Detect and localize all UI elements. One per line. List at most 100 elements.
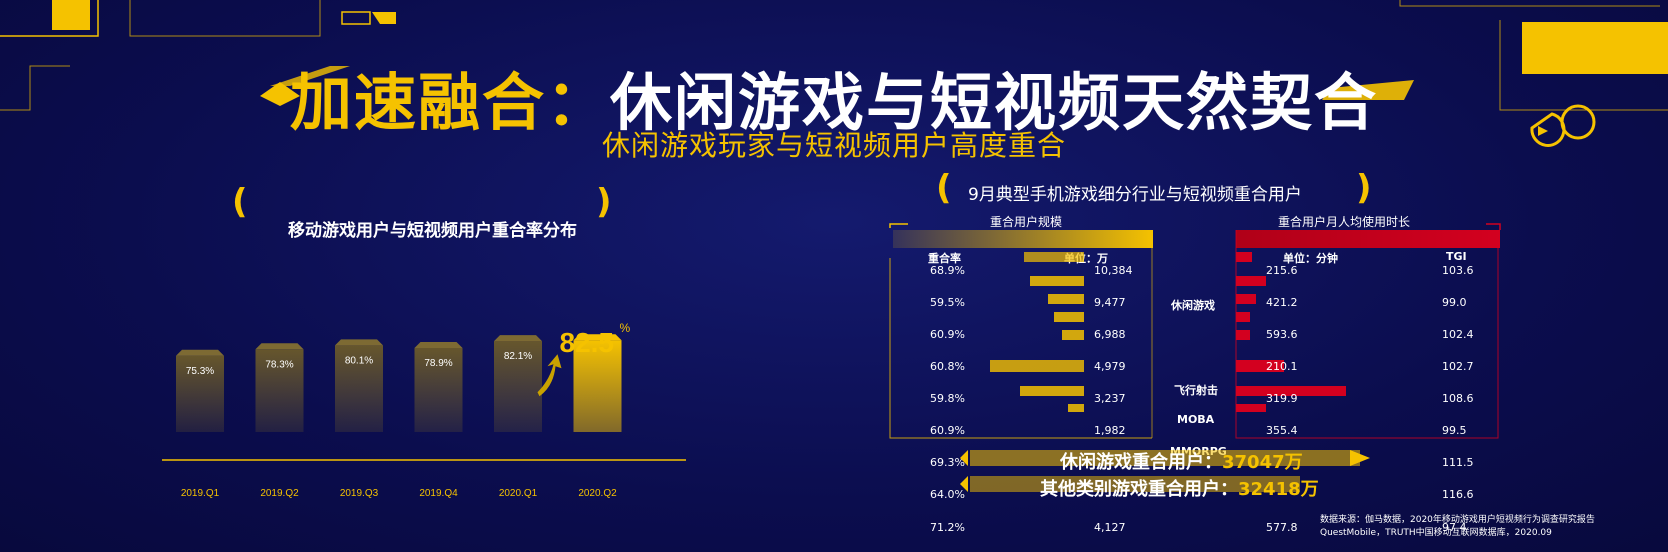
source-line2: QuestMobile，TRUTH中国移动互联网数据库，2020.09 <box>1320 528 1552 538</box>
scale-bar <box>1048 294 1084 304</box>
bar <box>573 340 622 432</box>
cell-minutes: 210.1 <box>1266 360 1298 373</box>
cell-tgi: 99.0 <box>1442 296 1467 309</box>
badge-casual: 休闲游戏重合用户：37047万 <box>1060 448 1303 474</box>
duration-bar <box>1236 252 1252 262</box>
cell-rate: 71.2% <box>930 521 965 534</box>
bar-label-unit: % <box>620 321 631 335</box>
x-tick-label: 2019.Q3 <box>340 488 379 499</box>
bar-value-label: 82.1% <box>504 351 532 362</box>
scale-bar <box>1024 252 1084 262</box>
scale-bar <box>1068 404 1084 412</box>
header-duration-bar <box>1236 230 1500 248</box>
cell-tgi: 102.7 <box>1442 360 1474 373</box>
cell-rate: 59.8% <box>930 392 965 405</box>
badge-bars <box>960 450 1370 492</box>
category-shooter: 飞行射击 <box>1174 384 1218 397</box>
scale-bar <box>990 360 1084 372</box>
table-bars <box>990 252 1346 412</box>
cell-users: 4,979 <box>1094 360 1126 373</box>
header-duration: 重合用户月人均使用时长 <box>1278 215 1411 229</box>
x-tick-label: 2019.Q1 <box>181 488 220 499</box>
bar <box>414 347 463 432</box>
page-title: 加速融合：休闲游戏与短视频天然契合 <box>0 52 1668 142</box>
bar-top <box>255 343 304 350</box>
right-chart-title: 9月典型手机游戏细分行业与短视频重合用户 <box>968 185 1302 205</box>
header-scale-bar <box>893 230 1153 248</box>
page-title-part1: 加速融合： <box>289 66 610 139</box>
duration-bar <box>1236 360 1284 372</box>
bar <box>335 345 383 432</box>
bar-top <box>494 335 542 342</box>
col-rate: 重合率 <box>928 252 961 265</box>
bar-value-label: 82.5 <box>560 327 615 358</box>
duration-bar <box>1236 276 1266 286</box>
cell-tgi: 111.5 <box>1442 456 1474 469</box>
cell-tgi: 108.6 <box>1442 392 1474 405</box>
category-moba: MOBA <box>1177 413 1215 426</box>
badge-other-label: 其他类别游戏重合用户： <box>1040 479 1238 500</box>
cell-rate: 60.8% <box>930 360 965 373</box>
badge-casual-label: 休闲游戏重合用户： <box>1060 452 1222 473</box>
cell-users: 10,384 <box>1094 264 1133 277</box>
badge-other: 其他类别游戏重合用户：32418万 <box>1040 475 1319 501</box>
x-tick-label: 2019.Q2 <box>260 488 299 499</box>
bar-value-label: 78.9% <box>424 358 452 369</box>
duration-bar <box>1236 294 1256 304</box>
left-brace-close: ) <box>596 182 612 222</box>
scale-bar <box>1062 330 1084 340</box>
cell-minutes: 577.8 <box>1266 521 1298 534</box>
cell-rate: 59.5% <box>930 296 965 309</box>
bar-top <box>414 341 463 348</box>
bar <box>176 355 224 432</box>
bar-chart: 75.3% 78.3% 80.1% 78.9% 82.1%% 82.5 2019.Q1 20… <box>162 321 686 499</box>
page-subtitle: 休闲游戏玩家与短视频用户高度重合 <box>601 129 1066 162</box>
scale-bar <box>1030 276 1084 286</box>
source-line1: 数据来源：伽马数据，2020年移动游戏用户短视频行为调查研究报告 <box>1320 515 1595 525</box>
cell-tgi: 116.6 <box>1442 488 1474 501</box>
cell-rate: 60.9% <box>930 424 965 437</box>
cell-minutes: 215.6 <box>1266 264 1298 277</box>
bar-top <box>573 334 622 341</box>
cell-minutes: 421.2 <box>1266 296 1298 309</box>
badge-casual-value: 37047万 <box>1222 452 1303 473</box>
cell-users: 9,477 <box>1094 296 1126 309</box>
bar-top <box>176 349 224 356</box>
cell-tgi: 102.4 <box>1442 328 1474 341</box>
bar <box>255 349 304 432</box>
col-tgi: TGI <box>1446 250 1467 263</box>
x-tick-label: 2020.Q2 <box>578 488 617 499</box>
scale-bar <box>1054 312 1084 322</box>
cell-rate: 64.0% <box>930 488 965 501</box>
bar-value-label: 75.3% <box>186 366 214 377</box>
col-unit-min: 单位：分钟 <box>1283 252 1338 265</box>
duration-bar <box>1236 312 1250 322</box>
badge-other-value: 32418万 <box>1238 479 1319 500</box>
bar <box>494 341 542 432</box>
left-chart-title: 移动游戏用户与短视频用户重合率分布 <box>288 221 577 241</box>
right-brace-close: ) <box>1356 168 1372 208</box>
scale-bar <box>1020 386 1084 396</box>
cell-minutes: 319.9 <box>1266 392 1298 405</box>
cell-users: 6,988 <box>1094 328 1126 341</box>
bar-value-label: 80.1% <box>345 355 373 366</box>
cell-rate: 68.9% <box>930 264 965 277</box>
duration-bar <box>1236 386 1346 396</box>
duration-bar <box>1236 330 1250 340</box>
cell-minutes: 593.6 <box>1266 328 1298 341</box>
cell-tgi: 99.5 <box>1442 424 1467 437</box>
x-tick-label: 2020.Q1 <box>499 488 538 499</box>
header-scale: 重合用户规模 <box>990 215 1063 229</box>
cell-minutes: 355.4 <box>1266 424 1298 437</box>
cell-rate: 69.3% <box>930 456 965 469</box>
bar-value-label: 78.3% <box>265 359 293 370</box>
x-tick-label: 2019.Q4 <box>419 488 458 499</box>
cell-rate: 60.9% <box>930 328 965 341</box>
bar-top <box>335 339 383 346</box>
cell-tgi: 97.4 <box>1442 521 1467 534</box>
duration-bar <box>1236 404 1266 412</box>
page-title-part2: 休闲游戏与短视频天然契合 <box>610 66 1379 139</box>
cell-users: 1,982 <box>1094 424 1126 437</box>
cell-users: 4,127 <box>1094 521 1126 534</box>
